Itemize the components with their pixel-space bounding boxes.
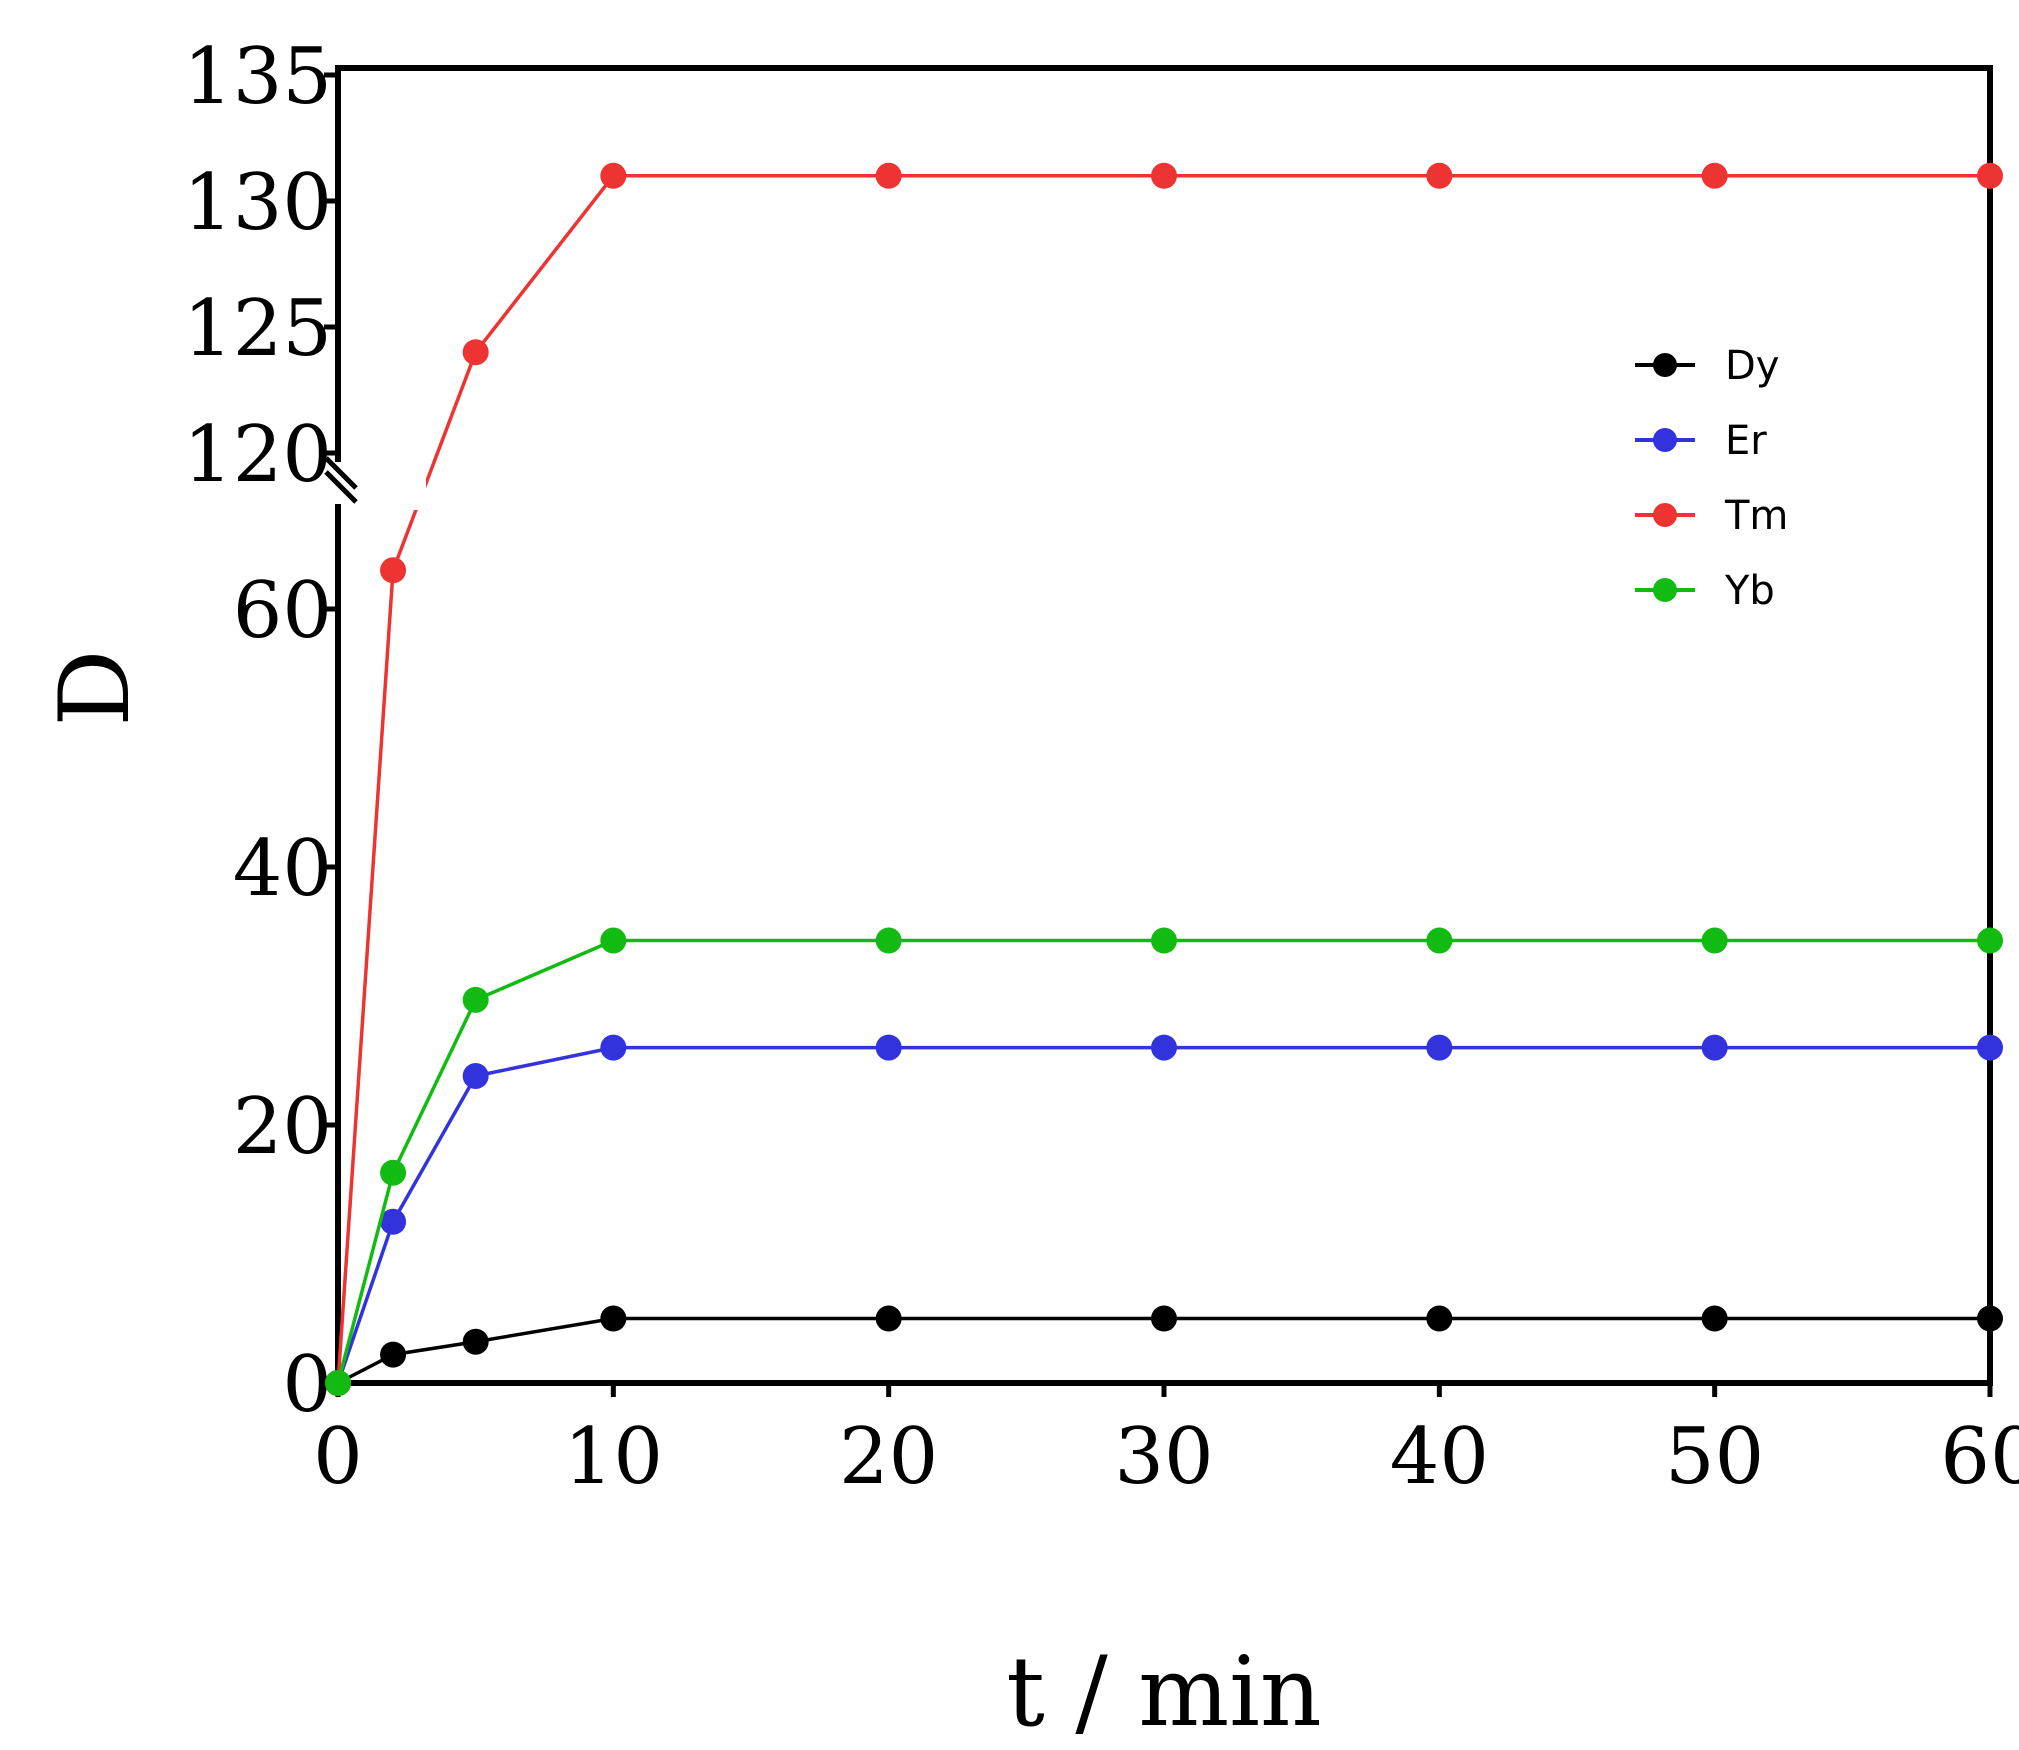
legend-marker bbox=[1653, 428, 1677, 452]
data-point bbox=[1977, 927, 2003, 954]
y-tick-label: 135 bbox=[183, 32, 332, 122]
legend-label: Dy bbox=[1725, 343, 1779, 389]
plot-frame bbox=[335, 65, 1993, 1386]
data-point bbox=[1701, 927, 1728, 954]
data-point bbox=[462, 1328, 489, 1355]
series-dy bbox=[325, 1305, 2003, 1396]
data-point bbox=[380, 1159, 407, 1186]
y-tick-label: 120 bbox=[183, 410, 332, 500]
legend: Dy Er Tm Yb bbox=[1635, 343, 1788, 614]
data-point bbox=[1426, 1305, 1453, 1332]
axis-break-mark bbox=[324, 456, 426, 510]
x-tick-label: 10 bbox=[564, 1412, 663, 1502]
data-point bbox=[380, 1208, 407, 1235]
y-tick-label: 130 bbox=[183, 158, 332, 248]
data-point bbox=[1977, 1305, 2003, 1332]
data-point bbox=[462, 339, 489, 366]
y-tick-label: 0 bbox=[282, 1340, 332, 1430]
data-point bbox=[1426, 1034, 1453, 1061]
data-point bbox=[380, 1341, 407, 1368]
legend-label: Er bbox=[1725, 418, 1767, 464]
y-tick-label: 60 bbox=[233, 566, 332, 656]
series-line bbox=[336, 1045, 1990, 1384]
data-point bbox=[875, 927, 902, 954]
legend-label: Yb bbox=[1724, 568, 1775, 614]
legend-marker bbox=[1653, 503, 1677, 527]
x-axis-title: t / min bbox=[1006, 1636, 1322, 1748]
data-point bbox=[1701, 1305, 1728, 1332]
series-layer bbox=[325, 162, 2003, 1396]
series-yb bbox=[325, 927, 2003, 1396]
data-point bbox=[462, 986, 489, 1013]
x-tick-label: 40 bbox=[1390, 1412, 1489, 1502]
axis-break-slash bbox=[324, 470, 358, 504]
x-tick-label: 0 bbox=[313, 1412, 363, 1502]
x-tick-label: 60 bbox=[1940, 1412, 2019, 1502]
data-point bbox=[600, 1034, 627, 1061]
legend-marker bbox=[1653, 353, 1677, 377]
axis-break-slash bbox=[324, 456, 358, 490]
data-point bbox=[600, 162, 627, 189]
y-axis-title: D bbox=[39, 650, 151, 727]
data-point bbox=[1426, 927, 1453, 954]
axis-ticks: 0 10 20 30 40 50 60 0 20 40 60 120 125 130 135 bbox=[183, 32, 2019, 1502]
x-tick-label: 50 bbox=[1665, 1412, 1764, 1502]
data-point bbox=[875, 1305, 902, 1332]
data-point bbox=[875, 162, 902, 189]
data-point bbox=[1151, 1305, 1177, 1332]
data-point bbox=[1151, 927, 1177, 954]
data-point bbox=[1977, 1034, 2003, 1061]
data-point bbox=[462, 1062, 489, 1089]
legend-item-er: Er bbox=[1635, 418, 1767, 464]
data-point bbox=[1151, 1034, 1177, 1061]
legend-item-tm: Tm bbox=[1635, 493, 1788, 539]
data-point bbox=[380, 557, 407, 584]
data-point bbox=[325, 1370, 351, 1396]
line-break-gap bbox=[380, 462, 426, 510]
data-point bbox=[1977, 162, 2003, 189]
legend-marker bbox=[1653, 578, 1677, 602]
series-er bbox=[325, 1034, 2003, 1396]
y-tick-label: 20 bbox=[233, 1082, 332, 1172]
x-tick-label: 20 bbox=[839, 1412, 938, 1502]
data-point bbox=[1701, 162, 1728, 189]
data-point bbox=[600, 1305, 627, 1332]
data-point bbox=[1701, 1034, 1728, 1061]
y-tick-label: 40 bbox=[233, 824, 332, 914]
data-point bbox=[875, 1034, 902, 1061]
x-tick-label: 30 bbox=[1114, 1412, 1213, 1502]
data-point bbox=[1426, 162, 1453, 189]
legend-item-yb: Yb bbox=[1635, 568, 1775, 614]
legend-item-dy: Dy bbox=[1635, 343, 1779, 389]
legend-label: Tm bbox=[1724, 493, 1788, 539]
y-tick-label: 125 bbox=[183, 284, 332, 374]
data-point bbox=[1151, 162, 1177, 189]
data-point bbox=[600, 927, 627, 954]
